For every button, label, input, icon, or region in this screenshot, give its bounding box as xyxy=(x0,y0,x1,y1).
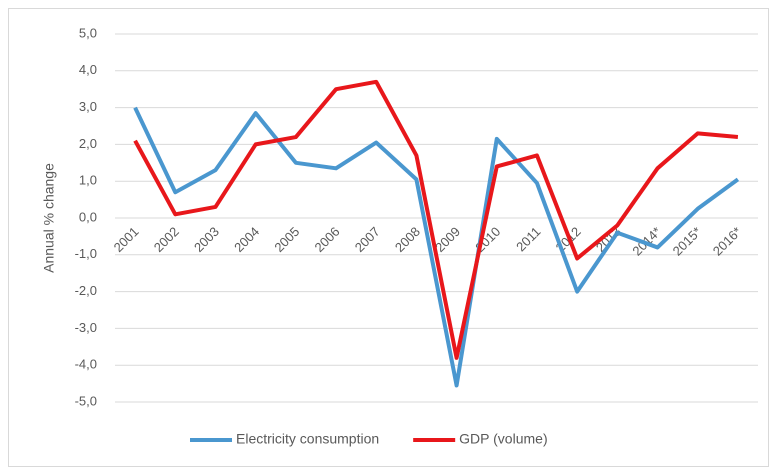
chart-frame xyxy=(8,8,769,467)
series-line xyxy=(133,79,739,360)
y-tick-label: -4,0 xyxy=(75,357,97,372)
y-tick-label: 4,0 xyxy=(79,62,97,77)
y-tick-label: 0,0 xyxy=(79,209,97,224)
y-tick-label: -2,0 xyxy=(75,283,97,298)
legend-label: Electricity consumption xyxy=(236,431,379,447)
y-tick-label: 3,0 xyxy=(79,99,97,114)
y-tick-label: 5,0 xyxy=(79,25,97,40)
y-tick-label: -3,0 xyxy=(75,320,97,335)
y-tick-label: 1,0 xyxy=(79,173,97,188)
y-tick-label: -5,0 xyxy=(75,393,97,408)
legend-label: GDP (volume) xyxy=(459,431,547,447)
y-axis-title: Annual % change xyxy=(41,163,57,273)
y-tick-label: 2,0 xyxy=(79,136,97,151)
series-line xyxy=(133,106,740,388)
y-tick-label: -1,0 xyxy=(75,246,97,261)
